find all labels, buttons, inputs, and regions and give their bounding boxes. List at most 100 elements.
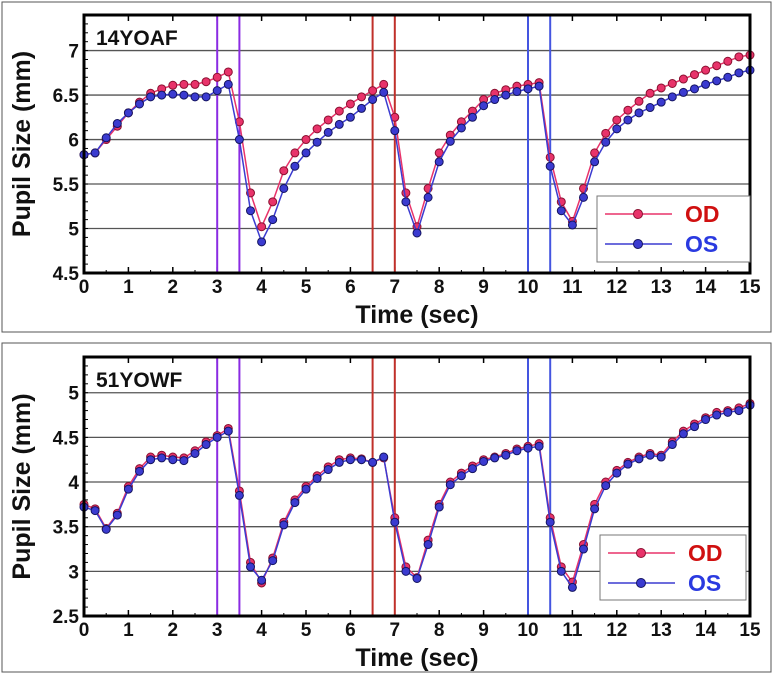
- x-tick-label: 12: [606, 620, 627, 641]
- x-axis-title: Time (sec): [355, 644, 478, 672]
- x-tick-label: 2: [168, 277, 179, 298]
- x-tick-label: 3: [212, 620, 223, 641]
- data-point-os: [223, 79, 233, 89]
- y-tick-label: 7: [68, 42, 79, 63]
- data-point-os: [545, 517, 555, 527]
- data-point-od: [179, 79, 189, 89]
- legend-marker-os: [633, 239, 643, 249]
- y-tick-label: 2.5: [53, 607, 80, 628]
- data-point-os: [201, 440, 211, 450]
- y-tick-label: 5: [68, 220, 79, 241]
- data-point-od: [301, 135, 311, 145]
- data-point-os: [545, 161, 555, 171]
- data-point-od: [290, 148, 300, 158]
- x-tick-label: 8: [434, 620, 445, 641]
- data-point-os: [290, 161, 300, 171]
- data-point-os: [656, 97, 666, 107]
- data-point-od: [368, 86, 378, 96]
- x-tick-label: 13: [651, 620, 672, 641]
- data-point-os: [590, 157, 600, 167]
- data-point-od: [590, 148, 600, 158]
- data-point-os: [523, 443, 533, 453]
- data-point-os: [601, 137, 611, 147]
- x-tick-label: 10: [517, 277, 538, 298]
- data-point-os: [157, 90, 167, 100]
- data-point-os: [390, 517, 400, 527]
- data-point-os: [479, 101, 489, 111]
- y-tick-label: 4.5: [53, 428, 80, 449]
- data-point-os: [456, 123, 466, 133]
- y-axis-title: Pupil Size (mm): [8, 393, 36, 579]
- data-point-od: [279, 166, 289, 176]
- data-point-os: [268, 556, 278, 566]
- data-point-od: [656, 83, 666, 93]
- data-point-od: [723, 56, 733, 66]
- x-tick-label: 15: [739, 277, 761, 298]
- data-point-od: [623, 105, 633, 115]
- data-point-os: [434, 157, 444, 167]
- data-point-os: [168, 89, 178, 99]
- x-tick-label: 5: [301, 277, 312, 298]
- data-point-os: [379, 87, 389, 97]
- data-point-os: [290, 498, 300, 508]
- data-point-os: [101, 133, 111, 143]
- data-point-os: [246, 206, 255, 216]
- data-point-od: [312, 124, 322, 134]
- data-point-os: [323, 127, 333, 137]
- data-point-os: [667, 440, 677, 450]
- chart-panel-bottom: 2.5 3 3.5 4 4.5 5 0 1 2 3 4 5 6 7 8 9 10 11 12 13 14 15 51YOWF…: [0, 340, 773, 675]
- y-tick-label: 4.5: [53, 264, 80, 285]
- legend-label-os: OS: [688, 570, 721, 596]
- legend-box: [596, 195, 751, 263]
- data-point-os: [567, 220, 577, 230]
- data-point-od: [712, 61, 722, 71]
- data-point-os: [690, 422, 699, 432]
- data-point-os: [701, 79, 711, 89]
- data-point-od: [701, 65, 711, 75]
- x-tick-label: 0: [79, 620, 90, 641]
- x-tick-label: 1: [123, 620, 134, 641]
- data-point-os: [379, 452, 389, 462]
- data-point-os: [423, 540, 433, 550]
- data-point-os: [445, 136, 455, 146]
- data-point-od: [257, 222, 267, 232]
- data-point-os: [612, 468, 622, 478]
- data-point-od: [667, 79, 677, 89]
- data-point-od: [634, 96, 644, 106]
- legend-label-od: OD: [688, 540, 723, 566]
- data-point-os: [634, 454, 644, 464]
- data-point-os: [712, 76, 722, 86]
- data-point-os: [179, 456, 189, 466]
- x-tick-label: 11: [562, 277, 583, 298]
- plot-border: [82, 13, 752, 275]
- data-point-os: [734, 406, 744, 416]
- x-tick-label: 7: [390, 620, 401, 641]
- data-point-od: [212, 72, 222, 82]
- x-tick-label: 14: [695, 277, 717, 298]
- data-point-os: [401, 566, 411, 576]
- y-tick-label: 6: [68, 131, 79, 152]
- data-point-os: [468, 464, 477, 474]
- data-point-os: [135, 99, 144, 109]
- data-point-os: [678, 429, 688, 439]
- data-point-os: [423, 192, 433, 202]
- data-point-os: [390, 126, 400, 136]
- data-point-os: [345, 112, 355, 122]
- data-point-od: [690, 70, 699, 80]
- data-point-os: [334, 457, 344, 467]
- plot-border: [82, 355, 752, 618]
- data-point-os: [257, 237, 267, 247]
- data-point-os: [268, 215, 278, 225]
- x-tick-label: 1: [123, 277, 134, 298]
- data-point-od: [601, 128, 611, 138]
- data-point-os: [157, 453, 167, 463]
- data-point-os: [445, 480, 455, 490]
- x-tick-label: 4: [256, 620, 267, 641]
- data-point-os: [123, 484, 133, 494]
- data-point-os: [190, 92, 200, 102]
- data-point-os: [723, 72, 733, 82]
- data-point-os: [579, 544, 588, 554]
- data-point-os: [135, 466, 144, 476]
- data-point-os: [234, 490, 244, 500]
- data-point-os: [601, 481, 611, 491]
